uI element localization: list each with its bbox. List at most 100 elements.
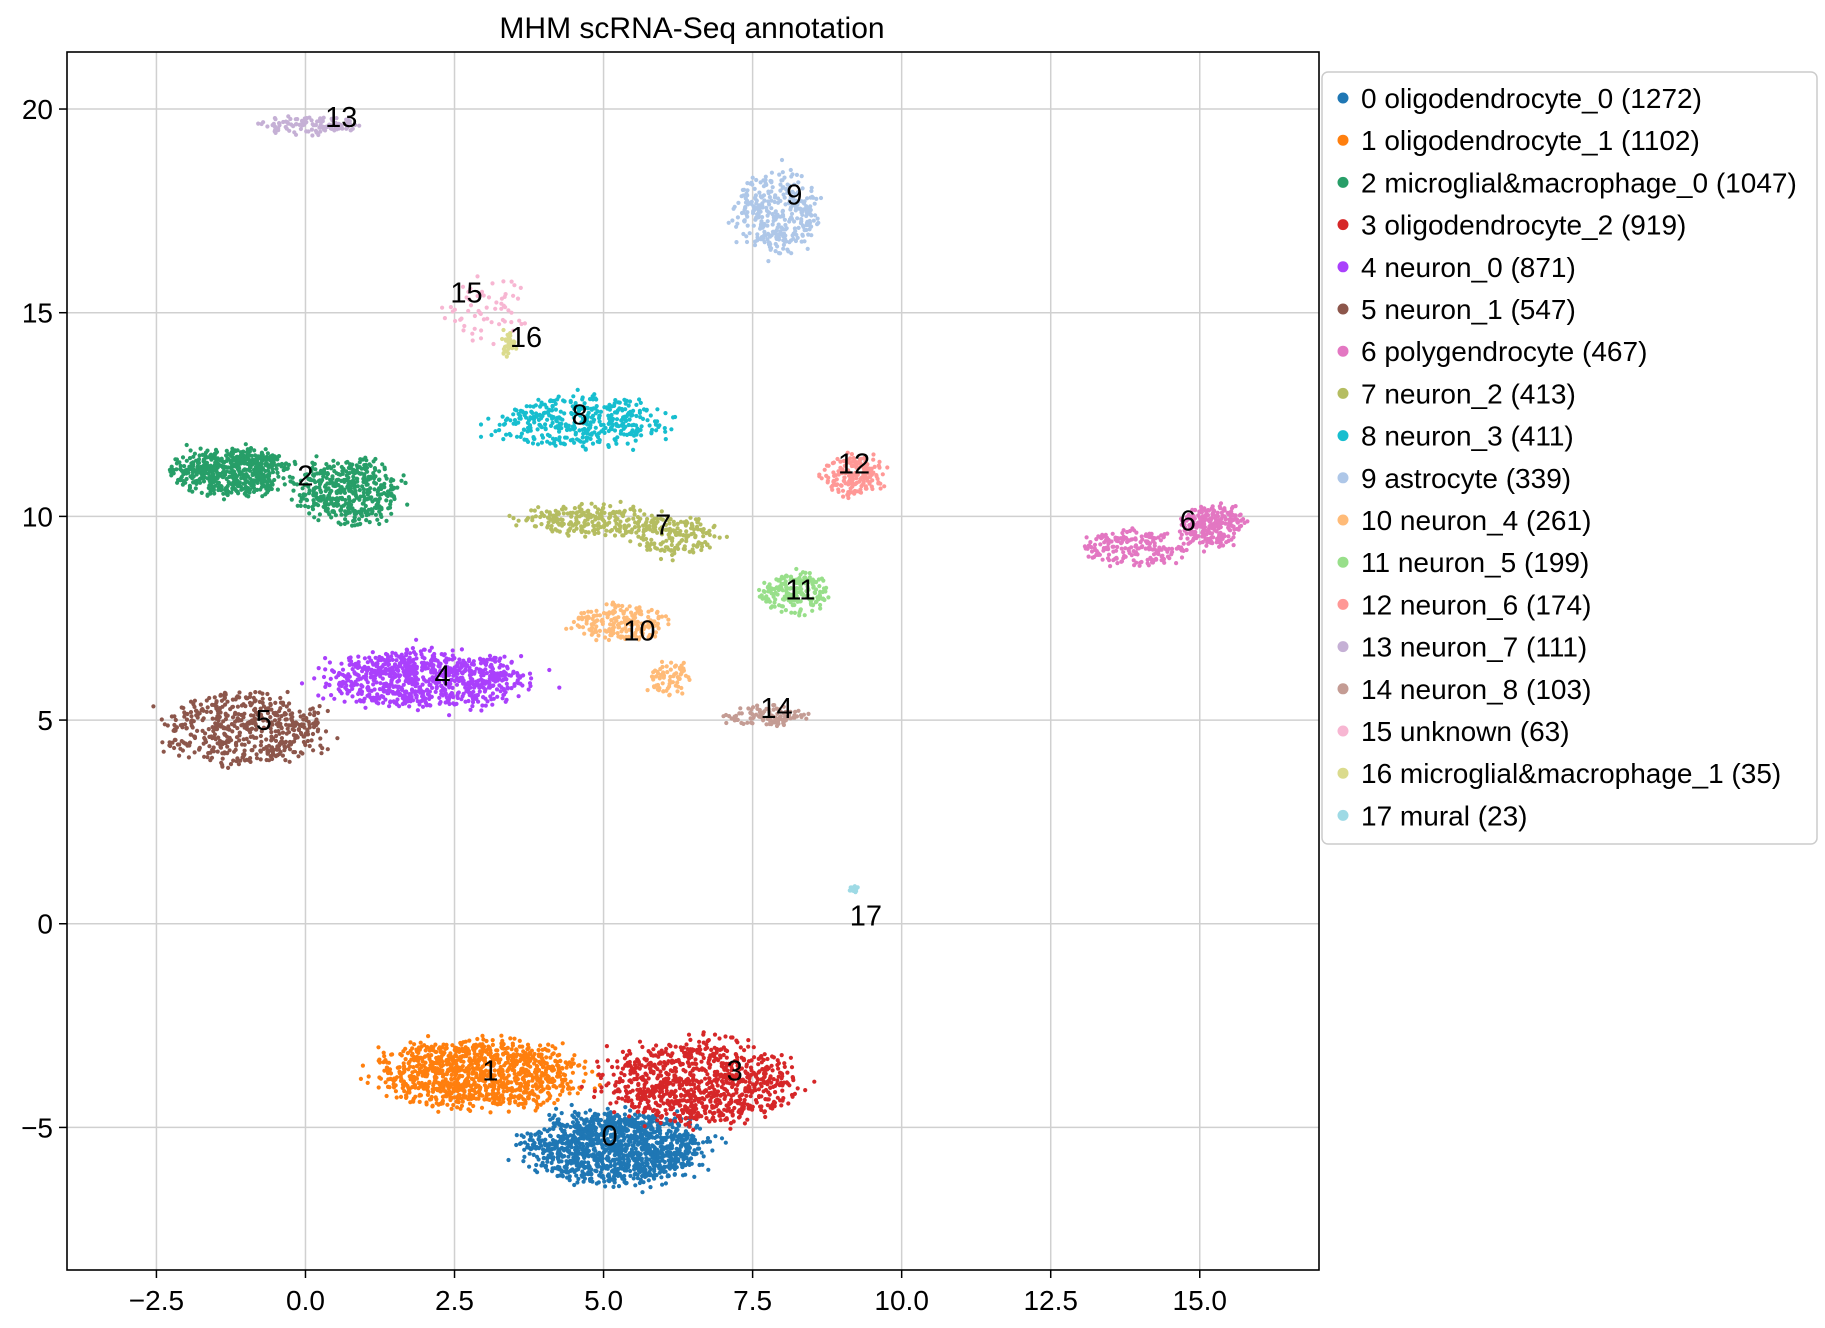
cell-point [574, 1156, 579, 1162]
cell-point [666, 1076, 671, 1081]
cell-point [542, 1127, 547, 1132]
cell-point [518, 1088, 523, 1093]
cell-point [370, 650, 375, 655]
cell-point [581, 1171, 586, 1176]
cell-point [562, 1073, 568, 1078]
cell-point [548, 1117, 553, 1122]
cell-point [412, 1058, 417, 1063]
cell-point [550, 1064, 556, 1070]
cell-point [779, 1103, 784, 1108]
cell-point [753, 1098, 759, 1103]
cell-point [607, 1149, 613, 1154]
cell-point [556, 1156, 561, 1161]
cell-point [467, 1088, 472, 1093]
cell-point [270, 470, 276, 475]
cell-point [663, 1108, 668, 1113]
cell-point [639, 1098, 644, 1103]
cell-point [561, 1135, 566, 1140]
cell-point [705, 1136, 711, 1141]
cell-point [456, 1081, 461, 1086]
cell-point [317, 512, 322, 517]
cell-point [745, 1117, 750, 1122]
cell-point [647, 1171, 653, 1177]
cell-point [514, 1142, 519, 1148]
cell-point [248, 446, 254, 451]
cell-point [554, 1085, 559, 1090]
cell-point [649, 1053, 654, 1058]
cell-point [442, 1094, 447, 1099]
cell-point [430, 1060, 435, 1065]
cell-point [463, 685, 468, 690]
cell-point [384, 518, 389, 524]
cell-point [568, 1124, 573, 1130]
cell-point [408, 1048, 413, 1053]
cell-point [391, 494, 396, 499]
cell-point [471, 1103, 476, 1109]
cell-point [553, 1139, 558, 1144]
cell-point [593, 1112, 598, 1117]
cell-point [685, 1076, 691, 1081]
cell-point [543, 1137, 548, 1142]
cell-point [321, 674, 327, 680]
cell-point [655, 1128, 661, 1133]
cell-point [473, 1066, 478, 1071]
cell-point [472, 1055, 477, 1060]
cell-point [334, 479, 339, 484]
cell-point [516, 1094, 521, 1099]
cell-point [625, 1120, 630, 1125]
cell-point [406, 1087, 411, 1092]
cluster-1-points [358, 1033, 603, 1115]
cell-point [365, 668, 370, 674]
cell-point [651, 1155, 656, 1160]
cell-point [594, 1131, 599, 1136]
cell-point [633, 1112, 638, 1117]
cell-point [361, 699, 366, 704]
cell-point [505, 1045, 510, 1050]
cell-point [224, 476, 229, 482]
cell-point [331, 669, 337, 675]
cell-point [519, 654, 524, 659]
cell-point [628, 1078, 633, 1083]
cell-point [598, 1117, 604, 1123]
cell-point [656, 1073, 661, 1078]
cell-point [751, 1045, 756, 1050]
cell-point [606, 1172, 611, 1177]
cell-point [722, 1086, 727, 1091]
cell-point [383, 697, 388, 702]
cell-point [751, 1088, 756, 1093]
cell-point [758, 1104, 763, 1109]
cell-point [326, 493, 331, 498]
cell-point [542, 1141, 547, 1146]
cell-point [275, 487, 280, 492]
cell-point [480, 678, 485, 683]
cell-point [514, 1047, 519, 1052]
cell-point [661, 1136, 666, 1141]
cell-point [390, 1052, 395, 1057]
cell-point [779, 1076, 784, 1081]
cell-point [719, 1047, 724, 1052]
cell-point [570, 1136, 575, 1141]
cell-point [416, 1058, 421, 1063]
cell-point [427, 1079, 432, 1084]
cell-point [462, 1054, 467, 1059]
cell-point [787, 1083, 792, 1088]
cell-point [379, 514, 384, 520]
cell-point [762, 1052, 767, 1057]
cell-point [421, 690, 426, 695]
cell-point [583, 1165, 588, 1170]
cell-point [745, 1071, 750, 1076]
cell-point [625, 1128, 631, 1133]
cell-point [304, 498, 310, 503]
cell-point [696, 1087, 702, 1092]
cell-point [436, 1109, 441, 1114]
cell-point [634, 1156, 639, 1161]
cell-point [342, 521, 347, 527]
cell-point [384, 1060, 390, 1065]
cell-point [245, 450, 250, 455]
cell-point [448, 1082, 453, 1087]
cell-point [610, 1064, 615, 1070]
cell-point [600, 1143, 605, 1148]
cell-point [458, 1106, 463, 1111]
cell-point [658, 1060, 663, 1065]
cell-point [439, 1064, 444, 1069]
